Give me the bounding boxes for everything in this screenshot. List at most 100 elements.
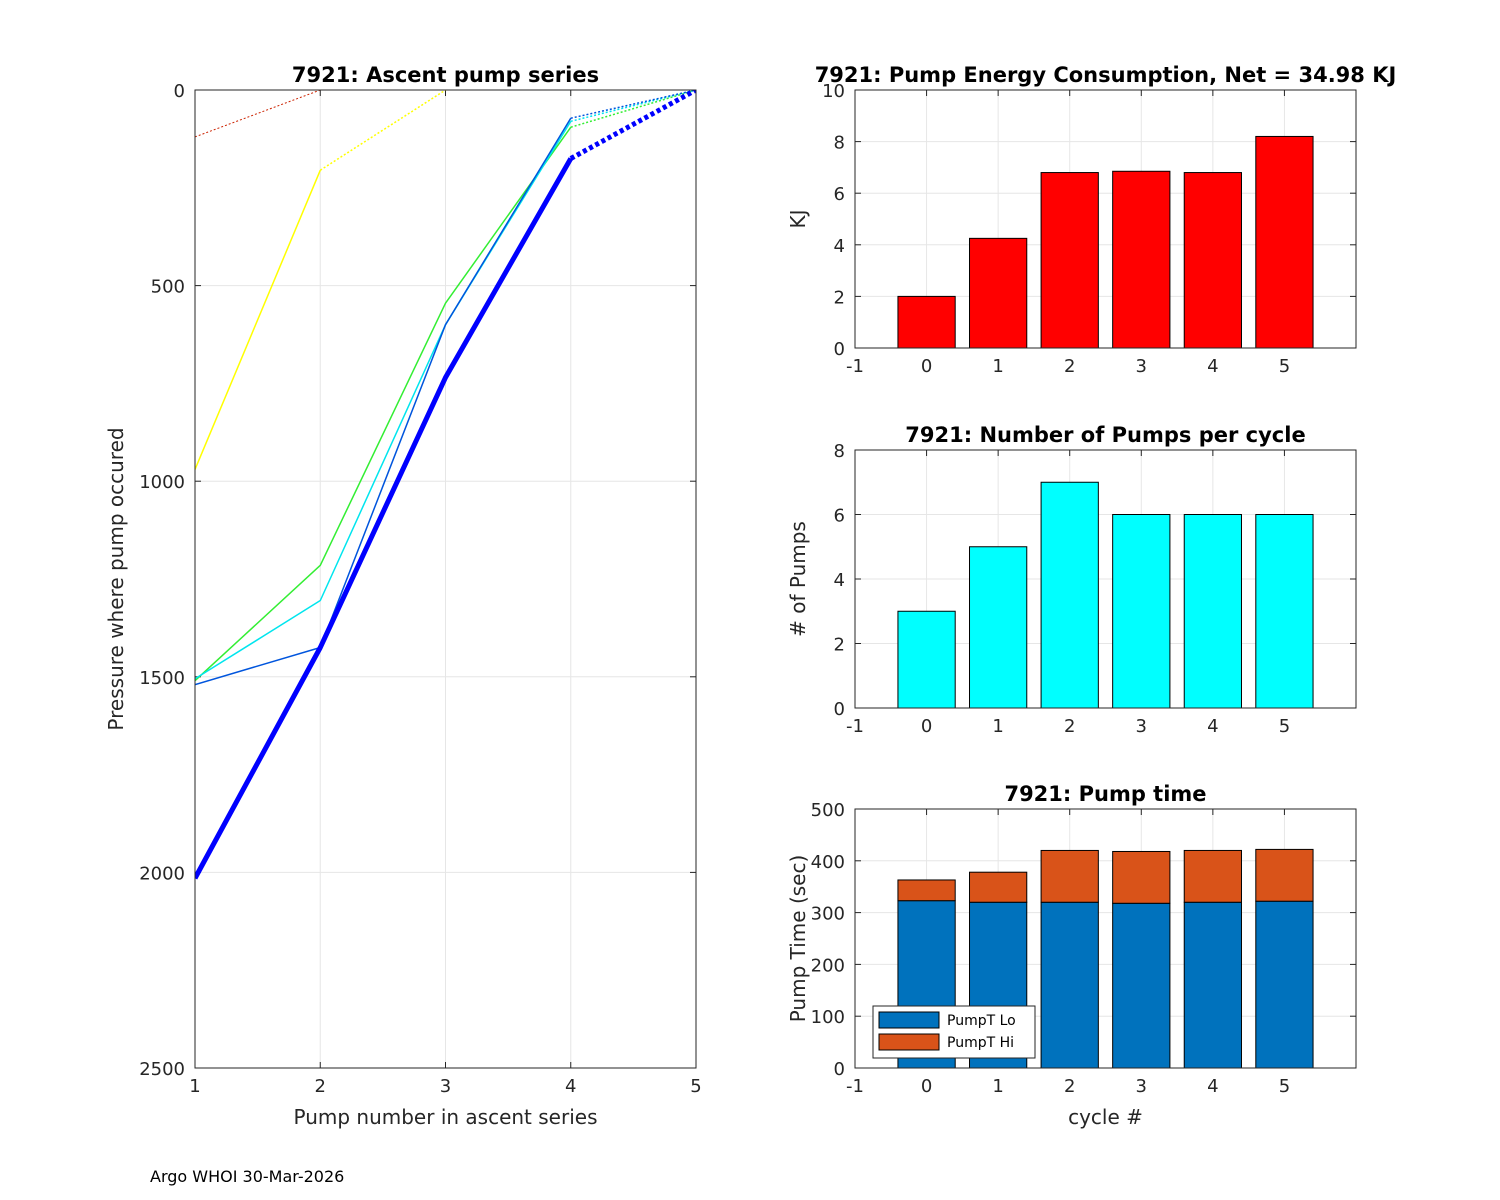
y-tick-label: 300 (811, 904, 845, 925)
legend-swatch (878, 1033, 940, 1051)
bar-cycle-5 (1255, 135, 1314, 349)
x-tick-label: 5 (1279, 716, 1290, 737)
bar-pumpt-hi-cycle-0 (897, 879, 956, 902)
legend-label: PumpT Hi (947, 1035, 1014, 1051)
bar-cycle-1 (969, 546, 1028, 709)
y-tick-label: 2 (834, 287, 845, 308)
series-line-cycle-5 (195, 157, 573, 880)
series-final-segment-cycle-2 (570, 90, 696, 128)
y-tick-label: 400 (811, 852, 845, 873)
x-tick-label: 3 (1136, 716, 1147, 737)
x-axis-label: Pump number in ascent series (293, 1105, 597, 1129)
series-line-cycle-2 (195, 126, 572, 682)
series-final-segment-cycle-4 (570, 90, 696, 119)
y-tick-label: 2000 (139, 863, 185, 884)
bar-pumpt-lo-cycle-4 (1183, 901, 1242, 1069)
x-tick-label: 3 (440, 1076, 451, 1097)
axes-frame (854, 449, 1357, 709)
y-tick-label: 0 (834, 699, 845, 720)
bar-cycle-4 (1183, 514, 1242, 709)
y-tick-label: 500 (811, 800, 845, 821)
x-tick-label: 5 (1279, 1076, 1290, 1097)
y-tick-label: 8 (834, 133, 845, 154)
axes-frame (854, 89, 1357, 349)
x-tick-label: 2 (1064, 1076, 1075, 1097)
y-tick-label: 4 (834, 236, 845, 257)
x-tick-label: 1 (189, 1076, 200, 1097)
x-tick-label: 0 (921, 356, 932, 377)
x-tick-label: 3 (1136, 1076, 1147, 1097)
x-tick-label: 2 (1064, 356, 1075, 377)
series-line-cycle-1 (195, 169, 321, 470)
legend-swatch (878, 1011, 940, 1029)
y-tick-label: 200 (811, 955, 845, 976)
x-tick-label: 4 (1207, 716, 1218, 737)
bar-pumpt-hi-cycle-1 (969, 871, 1028, 903)
bar-cycle-4 (1183, 172, 1242, 349)
x-tick-label: -1 (846, 1076, 864, 1097)
y-tick-label: 500 (151, 277, 185, 298)
axes-frame (854, 808, 1357, 1069)
x-tick-label: 1 (992, 356, 1003, 377)
bar-cycle-5 (1255, 514, 1314, 709)
chart-title: 7921: Ascent pump series (292, 63, 599, 87)
x-tick-label: 1 (992, 1076, 1003, 1097)
x-tick-label: 5 (690, 1076, 701, 1097)
y-tick-label: 2 (834, 635, 845, 656)
legend-label: PumpT Lo (947, 1013, 1016, 1029)
bar-pumpt-lo-cycle-3 (1112, 902, 1171, 1069)
bar-pumpt-hi-cycle-2 (1040, 849, 1099, 903)
y-tick-label: 8 (834, 441, 845, 462)
bar-cycle-2 (1040, 172, 1099, 349)
series-final-segment-cycle-5 (569, 90, 696, 161)
y-tick-label: 10 (822, 81, 845, 102)
y-axis-label: # of Pumps (786, 521, 810, 637)
y-axis-label: Pressure where pump occured (104, 427, 128, 730)
x-tick-label: 0 (921, 716, 932, 737)
x-tick-label: 2 (1064, 716, 1075, 737)
bar-cycle-3 (1112, 514, 1171, 709)
x-tick-label: -1 (846, 716, 864, 737)
y-tick-label: 6 (834, 506, 845, 527)
bar-cycle-0 (897, 610, 956, 709)
footer-text: Argo WHOI 30-Mar-2026 (150, 1167, 344, 1186)
x-tick-label: 0 (921, 1076, 932, 1097)
chart-title: 7921: Pump time (1004, 782, 1206, 806)
y-tick-label: 2500 (139, 1059, 185, 1080)
series-line-cycle-4 (195, 117, 572, 686)
x-tick-label: 4 (565, 1076, 576, 1097)
bar-pumpt-hi-cycle-4 (1183, 849, 1242, 903)
y-tick-label: 1000 (139, 472, 185, 493)
bar-pumpt-hi-cycle-3 (1112, 850, 1171, 904)
x-tick-label: 4 (1207, 356, 1218, 377)
y-axis-label: KJ (786, 209, 810, 228)
bar-pumpt-lo-cycle-5 (1255, 900, 1314, 1069)
y-tick-label: 100 (811, 1007, 845, 1028)
chart-0: 1 2 3 4 5 0 500 1000 1500 2000 2500 7921: Ascent pu… (104, 63, 702, 1129)
bar-pumpt-lo-cycle-2 (1040, 901, 1099, 1069)
x-tick-label: 4 (1207, 1076, 1218, 1097)
chart-title: 7921: Number of Pumps per cycle (905, 423, 1305, 447)
y-tick-label: 6 (834, 184, 845, 205)
y-tick-label: 0 (834, 339, 845, 360)
y-tick-label: 4 (834, 570, 845, 591)
series-final-segment-cycle-3 (570, 90, 696, 123)
series-final-segment-cycle-1 (319, 90, 446, 171)
legend: PumpT Lo PumpT Hi (872, 1005, 1036, 1059)
x-tick-label: 5 (1279, 356, 1290, 377)
x-tick-label: 3 (1136, 356, 1147, 377)
y-axis-label: Pump Time (sec) (786, 855, 810, 1023)
bar-pumpt-hi-cycle-5 (1255, 848, 1314, 902)
x-tick-label: -1 (846, 356, 864, 377)
bar-cycle-1 (969, 237, 1028, 349)
x-axis-label: cycle # (1068, 1105, 1143, 1129)
chart-title: 7921: Pump Energy Consumption, Net = 34.… (815, 63, 1397, 87)
y-tick-label: 0 (834, 1059, 845, 1080)
x-tick-label: 1 (992, 716, 1003, 737)
x-tick-label: 2 (315, 1076, 326, 1097)
y-tick-label: 0 (174, 81, 185, 102)
